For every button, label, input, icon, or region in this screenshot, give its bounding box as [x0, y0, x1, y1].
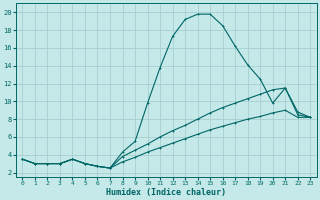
X-axis label: Humidex (Indice chaleur): Humidex (Indice chaleur) [106, 188, 226, 197]
